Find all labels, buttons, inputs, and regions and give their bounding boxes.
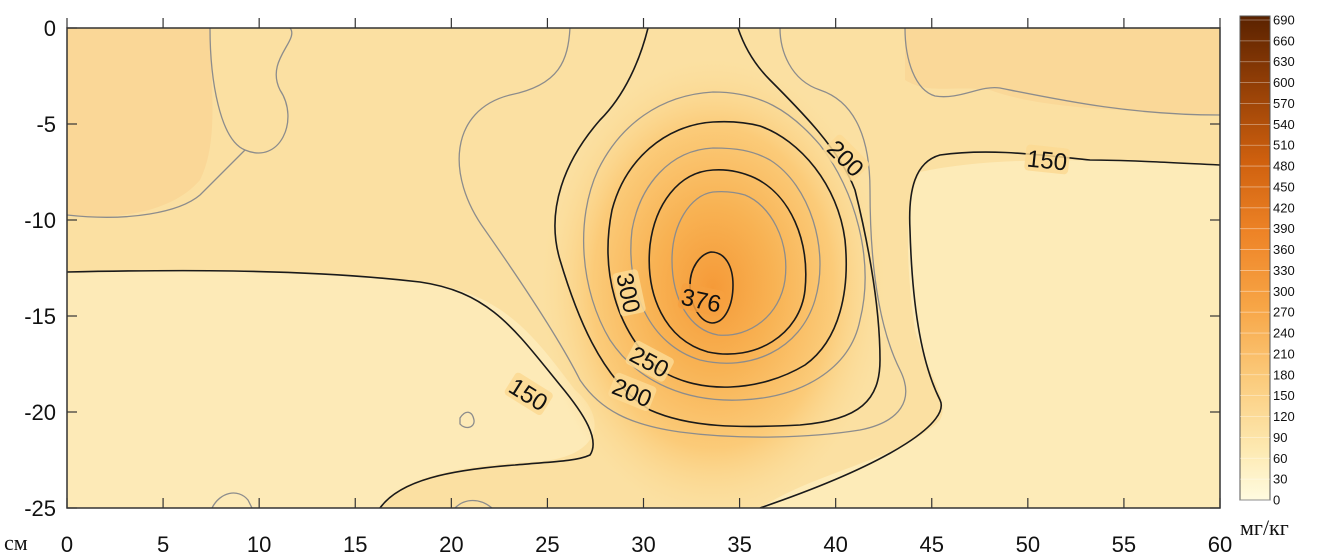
colorbar-level-label: 540 <box>1273 117 1295 132</box>
x-tick-label: 35 <box>727 532 751 555</box>
colorbar-level-label: 600 <box>1273 75 1295 90</box>
colorbar-level-label: 660 <box>1273 33 1295 48</box>
x-tick-label: 20 <box>439 532 463 555</box>
contour-line <box>209 28 293 154</box>
x-tick-label: 10 <box>247 532 271 555</box>
x-tick-label: 40 <box>823 532 847 555</box>
colorbar-level-label: 270 <box>1273 305 1295 320</box>
contour-line <box>671 190 787 336</box>
contour-line <box>630 147 821 364</box>
contour-label: 200 <box>608 372 657 413</box>
y-tick-label: -10 <box>24 208 56 233</box>
colorbar-level-label: 150 <box>1273 388 1295 403</box>
y-tick-label: 0 <box>44 16 56 41</box>
colorbar-level-label: 240 <box>1273 326 1295 341</box>
y-tick-label: -20 <box>24 400 56 425</box>
y-tick-label: -5 <box>36 112 56 137</box>
colorbar-level-label: 180 <box>1273 367 1295 382</box>
contour-label-text: 150 <box>1026 145 1069 176</box>
colorbar-level-label: 480 <box>1273 159 1295 174</box>
colorbar-level-label: 30 <box>1273 472 1287 487</box>
colorbar-unit-label: мг/кг <box>1240 515 1289 540</box>
x-tick-label: 30 <box>631 532 655 555</box>
contour-line <box>458 28 907 438</box>
contour-line <box>904 28 1220 116</box>
colorbar-level-label: 60 <box>1273 451 1287 466</box>
colorbar-level-label: 630 <box>1273 54 1295 69</box>
y-axis: 0 -5 -10 -15 -20 -25 <box>24 16 1220 521</box>
contour-line <box>211 492 253 508</box>
contour-line <box>607 120 848 388</box>
colorbar-level-label: 360 <box>1273 242 1295 257</box>
x-tick-label: 45 <box>920 532 944 555</box>
colorbar-level-label: 570 <box>1273 96 1295 111</box>
y-tick-label: -25 <box>24 496 56 521</box>
colorbar-level-label: 330 <box>1273 263 1295 278</box>
x-tick-label: 50 <box>1016 532 1040 555</box>
contour-line <box>648 169 807 355</box>
contour-line <box>459 411 475 429</box>
colorbar-level-label: 450 <box>1273 179 1295 194</box>
colorbar-level-label: 210 <box>1273 346 1295 361</box>
x-tick-label: 5 <box>157 532 169 555</box>
contour-field <box>67 28 1220 508</box>
colorbar-level-label: 510 <box>1273 138 1295 153</box>
contour-label: 150 <box>1024 144 1070 176</box>
x-tick-label: 55 <box>1112 532 1136 555</box>
colorbar-level-label: 690 <box>1273 13 1295 28</box>
contour-line <box>67 149 246 218</box>
x-tick-label: 25 <box>535 532 559 555</box>
colorbar-level-label: 420 <box>1273 200 1295 215</box>
contour-line <box>582 91 866 401</box>
contour-line <box>67 269 594 508</box>
contour-line <box>759 151 1220 508</box>
colorbar-level-label: 120 <box>1273 409 1295 424</box>
x-unit-label: см <box>4 530 28 555</box>
colorbar-level-label: 390 <box>1273 221 1295 236</box>
colorbar-level-label: 90 <box>1273 430 1287 445</box>
y-tick-label: -15 <box>24 304 56 329</box>
x-axis: 0 5 10 15 20 25 30 35 40 45 50 55 60 <box>61 18 1232 555</box>
colorbar-level-label: 0 <box>1273 493 1280 508</box>
x-tick-label: 0 <box>61 532 73 555</box>
contour-line <box>689 251 734 324</box>
colorbar-level-label: 300 <box>1273 284 1295 299</box>
x-tick-label: 60 <box>1208 532 1232 555</box>
x-tick-label: 15 <box>343 532 367 555</box>
contour-line <box>454 499 493 508</box>
colorbar-legend: 6906606306005705405104804504203903603303… <box>1239 13 1295 508</box>
